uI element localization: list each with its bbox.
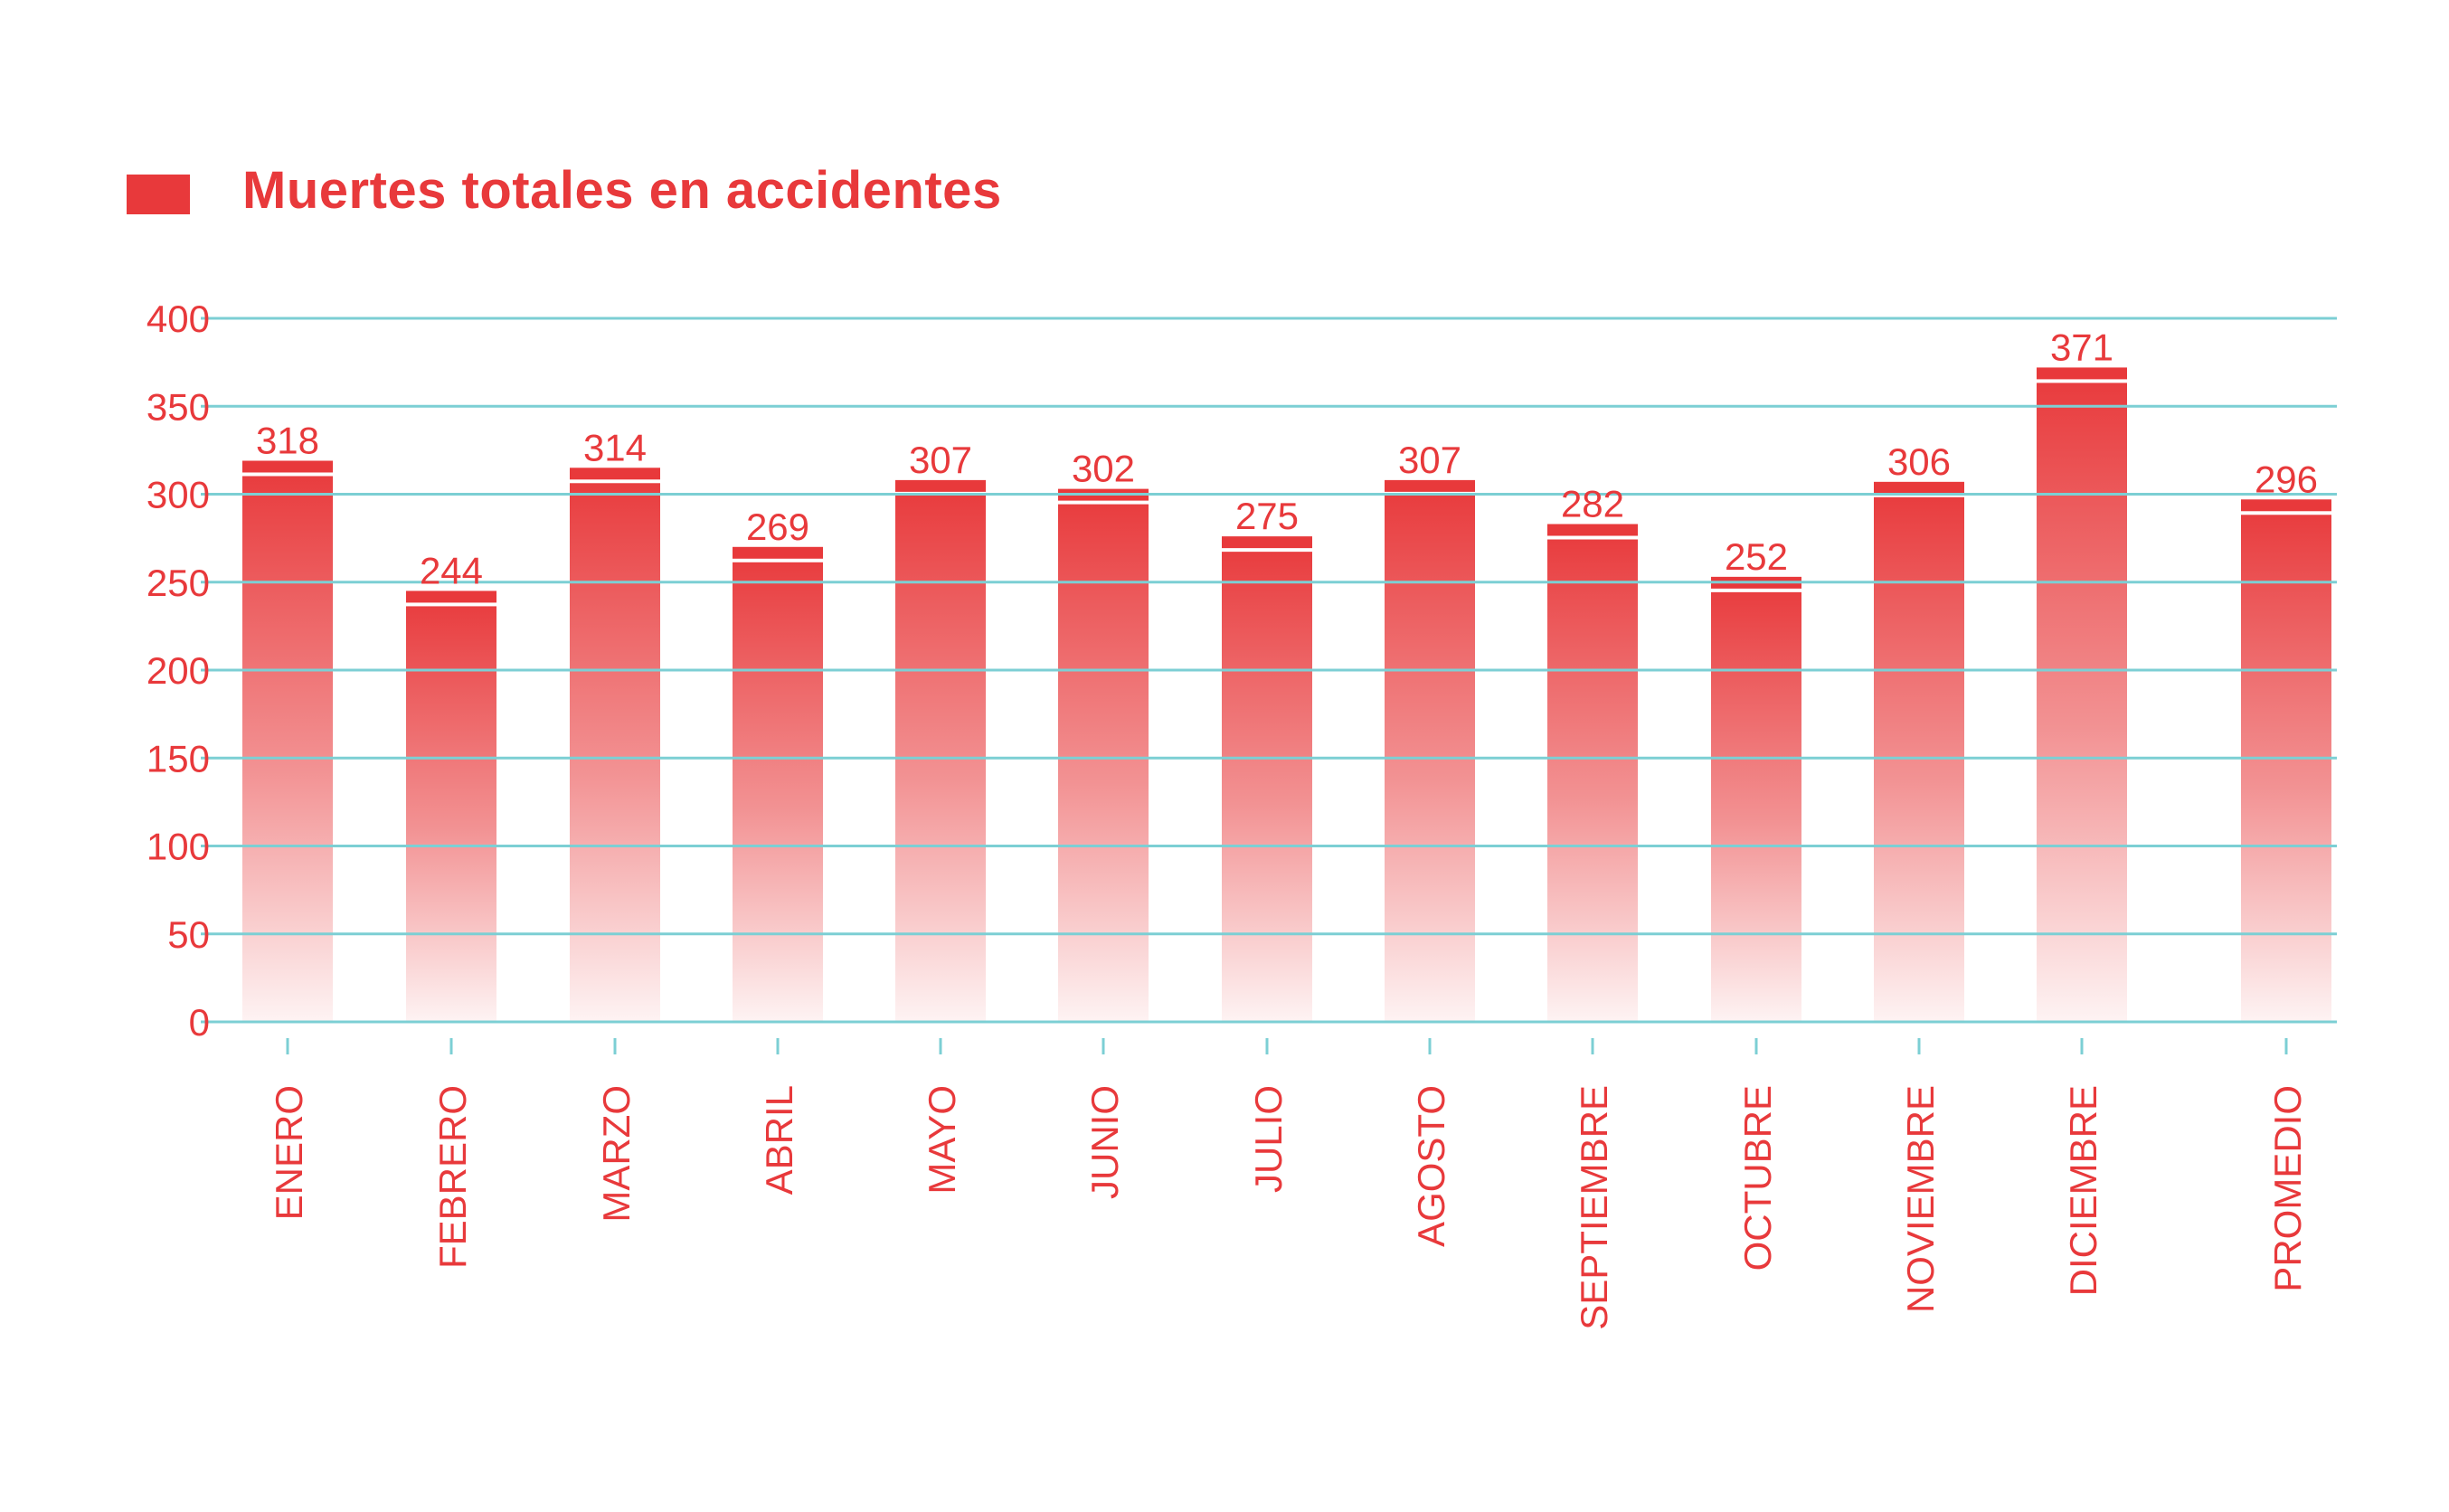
bar-cap-separator [1547,535,1638,540]
x-tick-label: ENERO [268,1085,310,1220]
y-tick-label: 0 [189,1001,210,1044]
y-tick-label: 100 [147,826,210,868]
y-tick-label: 300 [147,474,210,516]
bar [2037,369,2127,1022]
bar-cap-separator [1711,588,1801,592]
x-tick-label: NOVIEMBRE [1899,1085,1942,1313]
data-label: 307 [909,439,972,481]
bar-cap [570,468,660,480]
bar [406,592,496,1022]
x-tick-label: JULIO [1247,1085,1290,1193]
bar-cap-separator [2241,511,2331,515]
y-tick-label: 150 [147,737,210,780]
data-label: 314 [583,426,647,468]
bar-cap [1874,481,1964,494]
x-tick-label: AGOSTO [1410,1085,1452,1247]
data-label: 252 [1725,535,1788,578]
bar [1222,538,1312,1022]
bar-cap-separator [570,479,660,484]
bar-cap-separator [1222,548,1312,553]
gridlines-layer [201,317,2337,1054]
bar [733,548,823,1022]
bar-cap [733,546,823,559]
x-tick-label: MARZO [595,1085,638,1223]
x-tick-label: DICIEMBRE [2062,1085,2104,1296]
y-tick-label: 350 [147,385,210,428]
bar-cap [1222,536,1312,549]
data-label: 282 [1561,483,1624,525]
bar-cap-separator [242,472,333,477]
legend-label: Muertes totales en accidentes [242,161,1002,220]
bars-layer [242,367,2331,1022]
y-tick-label: 400 [147,298,210,340]
data-label: 371 [2050,326,2113,368]
bar-cap [1385,479,1475,492]
legend-swatch [127,175,190,214]
bar [1711,578,1801,1022]
bar [895,481,986,1022]
labels-layer: 318 244 314 269 307 302 275 307 282 252 306 371 296 0… [147,298,2318,1330]
bar [242,462,333,1022]
data-label: 269 [746,506,809,548]
data-label: 307 [1398,439,1461,481]
bar [2241,501,2331,1022]
x-tick-label: SEPTIEMBRE [1573,1085,1615,1330]
data-label: 318 [256,419,319,461]
bar-cap [895,479,986,492]
data-label: 306 [1887,440,1951,483]
x-tick-label: FEBRERO [431,1085,474,1269]
x-tick-label: OCTUBRE [1736,1085,1779,1271]
bar-cap [2037,367,2127,380]
bar-cap [2241,499,2331,512]
bar [1547,525,1638,1022]
bar [1385,481,1475,1022]
bar-cap [406,591,496,603]
bar-cap [242,460,333,473]
bar [1058,490,1149,1022]
bar-cap-separator [1058,500,1149,505]
bar [570,469,660,1022]
y-tick-label: 250 [147,562,210,604]
y-tick-label: 50 [167,913,210,956]
bar-cap [1547,524,1638,536]
x-tick-label: ABRIL [758,1085,800,1195]
data-label: 244 [420,549,483,591]
data-label: 296 [2255,458,2318,500]
bar-cap-separator [406,602,496,607]
x-tick-label: JUNIO [1083,1085,1126,1199]
x-tick-label: PROMEDIO [2266,1085,2309,1292]
bar [1874,483,1964,1022]
data-label: 275 [1235,495,1299,537]
bar-cap-separator [733,558,823,562]
data-label: 302 [1072,448,1135,490]
bar-cap-separator [2037,379,2127,383]
x-tick-label: MAYO [921,1085,963,1195]
y-tick-label: 200 [147,649,210,692]
